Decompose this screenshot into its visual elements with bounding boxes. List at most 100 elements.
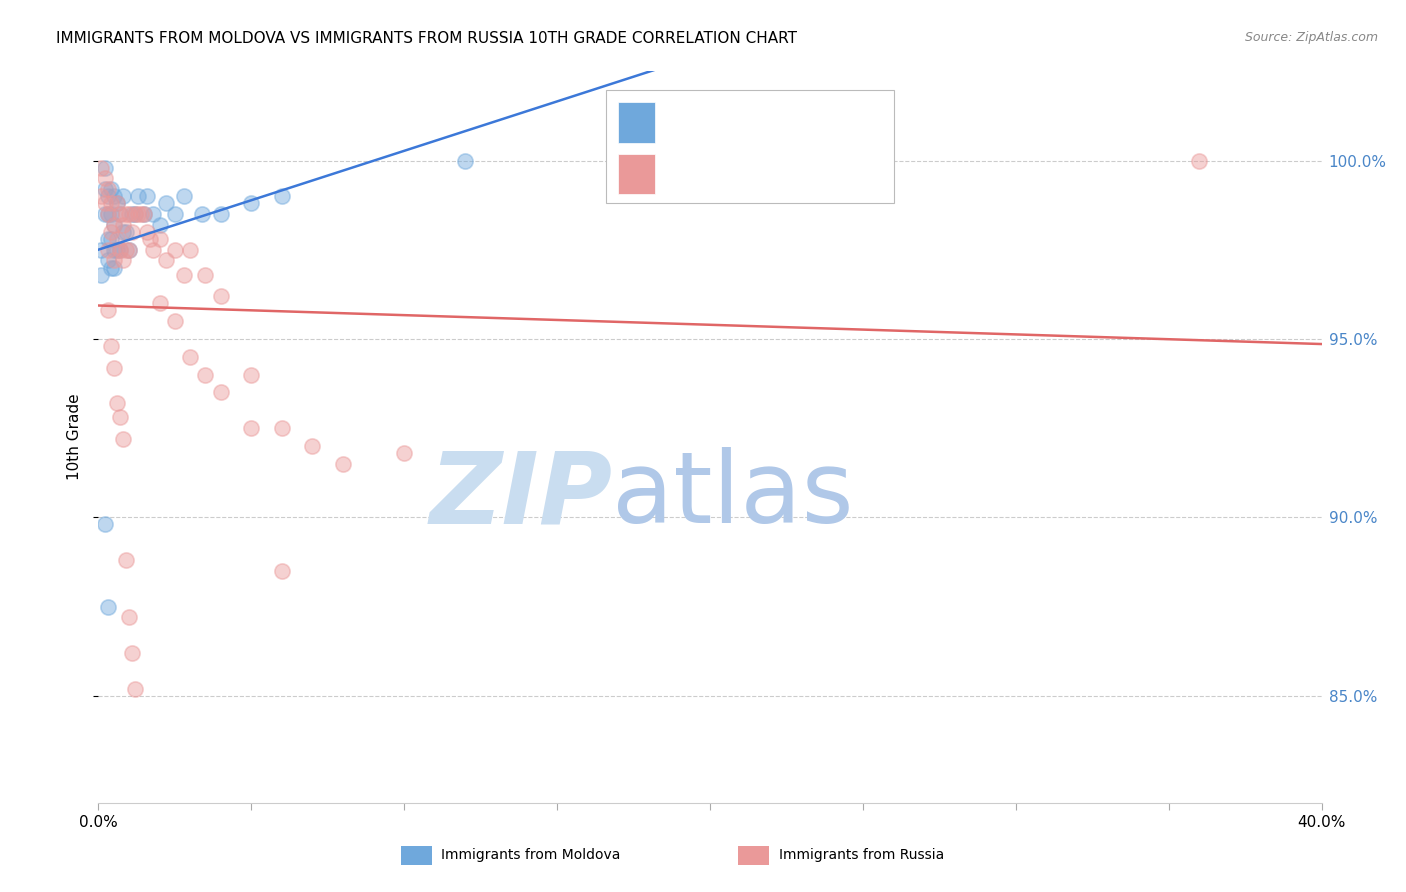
Point (100, 260, 122, 275)
Point (240, 368, 263, 382)
Point (209, 385, 232, 400)
Point (100, 182, 122, 196)
Point (124, 681, 146, 696)
FancyBboxPatch shape (606, 90, 893, 203)
Point (103, 360, 125, 375)
Point (454, 153, 477, 168)
Point (129, 207, 152, 221)
Point (270, 564, 292, 578)
Point (115, 207, 138, 221)
Point (103, 253, 125, 268)
Point (240, 421, 263, 435)
Point (124, 207, 146, 221)
Point (149, 296, 172, 310)
Point (118, 243, 141, 257)
Point (97, 207, 120, 221)
Text: Immigrants from Russia: Immigrants from Russia (779, 848, 945, 863)
Text: R = 0.480: R = 0.480 (669, 166, 747, 181)
FancyBboxPatch shape (619, 153, 655, 194)
Text: N = 42: N = 42 (792, 115, 845, 130)
Point (97, 207, 120, 221)
Point (103, 189, 125, 203)
Point (93, 161, 115, 175)
Point (179, 350, 201, 364)
Point (173, 189, 195, 203)
Point (105, 196, 128, 211)
Text: R = 0.442: R = 0.442 (669, 115, 747, 130)
Point (301, 439, 323, 453)
Point (105, 243, 128, 257)
Point (392, 446, 416, 460)
Point (149, 232, 172, 246)
Point (173, 268, 195, 282)
Point (103, 218, 125, 232)
Point (121, 207, 143, 221)
Point (134, 207, 156, 221)
Point (103, 260, 125, 275)
Point (115, 553, 138, 567)
Point (136, 225, 159, 239)
Point (155, 253, 177, 268)
Point (127, 207, 149, 221)
Point (209, 289, 232, 303)
Point (139, 232, 162, 246)
Point (90, 161, 112, 175)
Point (105, 232, 128, 246)
Point (100, 339, 122, 353)
Point (270, 421, 292, 435)
Point (93, 196, 115, 211)
Point (163, 314, 186, 328)
Point (108, 243, 131, 257)
Point (121, 646, 143, 660)
Point (118, 610, 141, 624)
Point (163, 207, 186, 221)
Point (105, 396, 128, 410)
Point (179, 243, 201, 257)
Point (100, 232, 122, 246)
Point (93, 517, 115, 532)
Point (134, 207, 156, 221)
Point (209, 207, 232, 221)
Text: N = 59: N = 59 (792, 166, 845, 181)
Point (97, 189, 120, 203)
Point (115, 243, 138, 257)
Text: IMMIGRANTS FROM MOLDOVA VS IMMIGRANTS FROM RUSSIA 10TH GRADE CORRELATION CHART: IMMIGRANTS FROM MOLDOVA VS IMMIGRANTS FR… (56, 31, 797, 46)
Point (127, 189, 149, 203)
FancyBboxPatch shape (619, 103, 655, 143)
Point (240, 196, 263, 211)
Text: Source: ZipAtlas.com: Source: ZipAtlas.com (1244, 31, 1378, 45)
Point (97, 182, 120, 196)
Point (136, 189, 159, 203)
Point (90, 189, 112, 203)
Point (155, 196, 177, 211)
Point (111, 189, 134, 203)
Point (118, 243, 141, 257)
Point (100, 207, 122, 221)
Text: ZIP: ZIP (429, 447, 612, 544)
Point (108, 207, 131, 221)
Point (142, 207, 165, 221)
Point (90, 268, 112, 282)
Point (270, 189, 292, 203)
Point (97, 599, 120, 614)
Y-axis label: 10th Grade: 10th Grade (66, 393, 82, 481)
Point (111, 225, 134, 239)
Point (111, 432, 134, 446)
Point (97, 232, 120, 246)
Point (111, 218, 134, 232)
Point (118, 207, 141, 221)
Point (1188, 153, 1211, 168)
Point (108, 410, 131, 425)
Point (111, 253, 134, 268)
Point (93, 207, 115, 221)
Point (124, 207, 146, 221)
Point (105, 196, 128, 211)
Text: Immigrants from Moldova: Immigrants from Moldova (441, 848, 621, 863)
Point (90, 243, 112, 257)
Point (103, 243, 125, 257)
Point (142, 243, 165, 257)
Point (108, 207, 131, 221)
Point (97, 303, 120, 318)
Point (332, 457, 354, 471)
Point (191, 207, 214, 221)
